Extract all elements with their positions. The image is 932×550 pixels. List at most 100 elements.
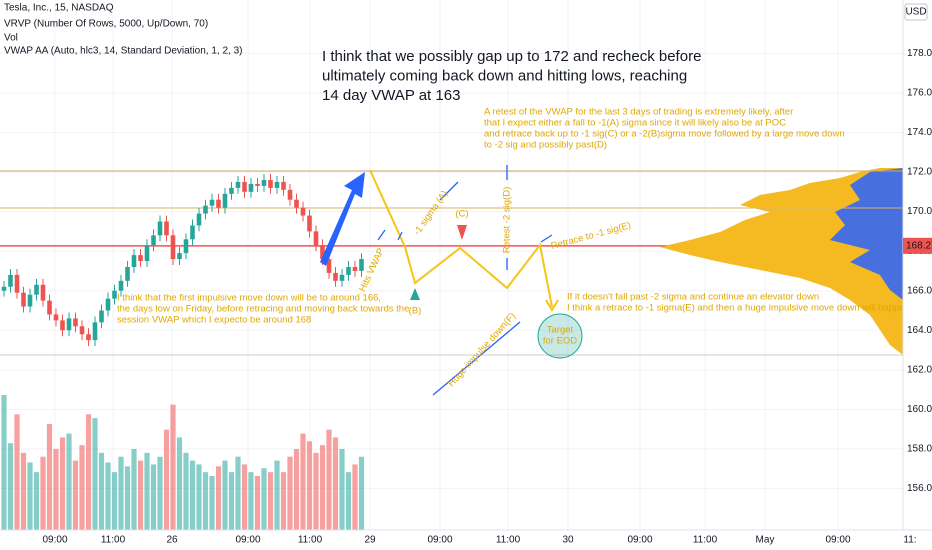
candle-body bbox=[27, 294, 33, 307]
candle-body bbox=[92, 322, 98, 341]
candle-body bbox=[151, 235, 156, 246]
volume-bar bbox=[196, 464, 202, 530]
volume-bar bbox=[339, 449, 345, 530]
annotation-line: I think that the first impulsive move do… bbox=[117, 293, 381, 304]
x-tick-label: 09:00 bbox=[427, 535, 452, 546]
volume-bar bbox=[319, 445, 326, 530]
candle-body bbox=[242, 181, 247, 192]
volume-bar bbox=[163, 429, 170, 530]
volume-bar bbox=[137, 460, 144, 530]
volume-bar bbox=[274, 460, 280, 530]
candle-body bbox=[209, 199, 215, 206]
annotation-line: A retest of the VWAP for the last 3 days… bbox=[484, 107, 793, 118]
volume-bar bbox=[202, 472, 209, 530]
candle-body bbox=[86, 334, 91, 341]
candle-body bbox=[294, 199, 299, 208]
volume-bar bbox=[293, 449, 300, 530]
candle-body bbox=[40, 284, 46, 301]
candle-body bbox=[138, 255, 143, 262]
volume-bar bbox=[20, 452, 27, 530]
volume-bar bbox=[157, 456, 163, 530]
candle-body bbox=[183, 239, 189, 254]
candle-body bbox=[1, 286, 7, 291]
volume-bar bbox=[215, 466, 222, 530]
candle-body bbox=[34, 284, 39, 295]
candle-body bbox=[261, 179, 267, 186]
annotation-line: and retrace back up to -1 sig(C) or a -2… bbox=[484, 129, 845, 140]
volume-bar bbox=[326, 429, 332, 530]
annotation-line: I think a retrace to -1 sigma(E) and the… bbox=[567, 303, 922, 314]
candle-body bbox=[313, 231, 319, 246]
volume-bar bbox=[59, 437, 66, 530]
big-arrow bbox=[320, 172, 365, 266]
volume-bar bbox=[345, 472, 352, 530]
candle-body bbox=[8, 274, 13, 287]
annotation-line: 14 day VWAP at 163 bbox=[322, 87, 460, 104]
candle-body bbox=[352, 266, 358, 271]
volume-bar bbox=[33, 472, 40, 530]
arrow-head bbox=[545, 299, 559, 312]
volume-bar bbox=[189, 460, 196, 530]
candle-body bbox=[79, 326, 85, 335]
y-tick-label: 174.00 bbox=[907, 127, 932, 138]
volume-bar bbox=[1, 395, 7, 530]
candle-body bbox=[144, 245, 150, 262]
volume-bar bbox=[235, 456, 241, 530]
marker-b bbox=[410, 288, 420, 300]
volume-bar bbox=[254, 476, 261, 530]
volume-bar bbox=[79, 445, 85, 530]
candle-body bbox=[164, 221, 169, 236]
annotation-line: that I expect either a fall to -1(A) sig… bbox=[484, 118, 786, 129]
candle-body bbox=[307, 215, 312, 232]
candle-body bbox=[66, 318, 72, 331]
annotation-line: session VWAP which I expecto be around 1… bbox=[117, 315, 311, 326]
candle-body bbox=[60, 320, 65, 331]
projection-path bbox=[369, 169, 553, 308]
annotation-line: I think that we possibly gap up to 172 a… bbox=[322, 48, 701, 65]
volume-bar bbox=[332, 437, 339, 530]
candle-body bbox=[326, 259, 332, 273]
candle-body bbox=[320, 245, 325, 260]
x-tick-label: 11:00 bbox=[496, 535, 521, 546]
x-tick-label: 11:00 bbox=[298, 535, 323, 546]
arrow bbox=[377, 229, 386, 241]
target-circle bbox=[537, 313, 583, 359]
volume-bar bbox=[170, 404, 176, 530]
annotation-label: (B) bbox=[409, 306, 422, 317]
annotation-line: ultimately coming back down and hitting … bbox=[322, 67, 687, 84]
candle-body bbox=[196, 213, 202, 226]
volume-bar bbox=[118, 456, 124, 530]
x-tick-label: May bbox=[756, 535, 775, 546]
volume-bar bbox=[358, 456, 365, 530]
volume-bar bbox=[280, 472, 287, 530]
volume-bar bbox=[352, 464, 358, 530]
candle-body bbox=[99, 310, 104, 323]
y-tick-label: 162.00 bbox=[907, 364, 932, 375]
y-tick-label: 176.00 bbox=[907, 88, 932, 99]
target-label: Target bbox=[547, 325, 574, 336]
price-axis bbox=[903, 0, 932, 550]
y-tick-label: 178.00 bbox=[907, 48, 932, 59]
volume-bar bbox=[267, 472, 274, 530]
volume-bar bbox=[14, 414, 20, 530]
volume-bar bbox=[85, 414, 92, 530]
volume-profile-up bbox=[830, 168, 903, 300]
indicator: Vol bbox=[4, 33, 18, 44]
volume-bar bbox=[53, 449, 59, 530]
indicator: VWAP AA (Auto, hlc3, 14, Standard Deviat… bbox=[4, 46, 242, 57]
volume-bar bbox=[300, 433, 306, 530]
x-tick-label: 09:00 bbox=[627, 535, 652, 546]
candle-body bbox=[346, 266, 351, 275]
y-tick-label: 164.00 bbox=[907, 325, 932, 336]
x-tick-label: 30 bbox=[562, 535, 574, 546]
candle-body bbox=[222, 193, 228, 208]
x-tick-label: 11:00 bbox=[101, 535, 126, 546]
annotation-label: (C) bbox=[455, 209, 468, 220]
candle-body bbox=[359, 259, 364, 271]
volume-bar bbox=[92, 418, 98, 530]
candle-body bbox=[281, 181, 286, 190]
volume-bar bbox=[228, 472, 235, 530]
x-tick-label: 29 bbox=[364, 535, 376, 546]
annotation-line: the days low on Friday, before retracing… bbox=[117, 304, 409, 315]
volume-bar bbox=[131, 449, 137, 530]
